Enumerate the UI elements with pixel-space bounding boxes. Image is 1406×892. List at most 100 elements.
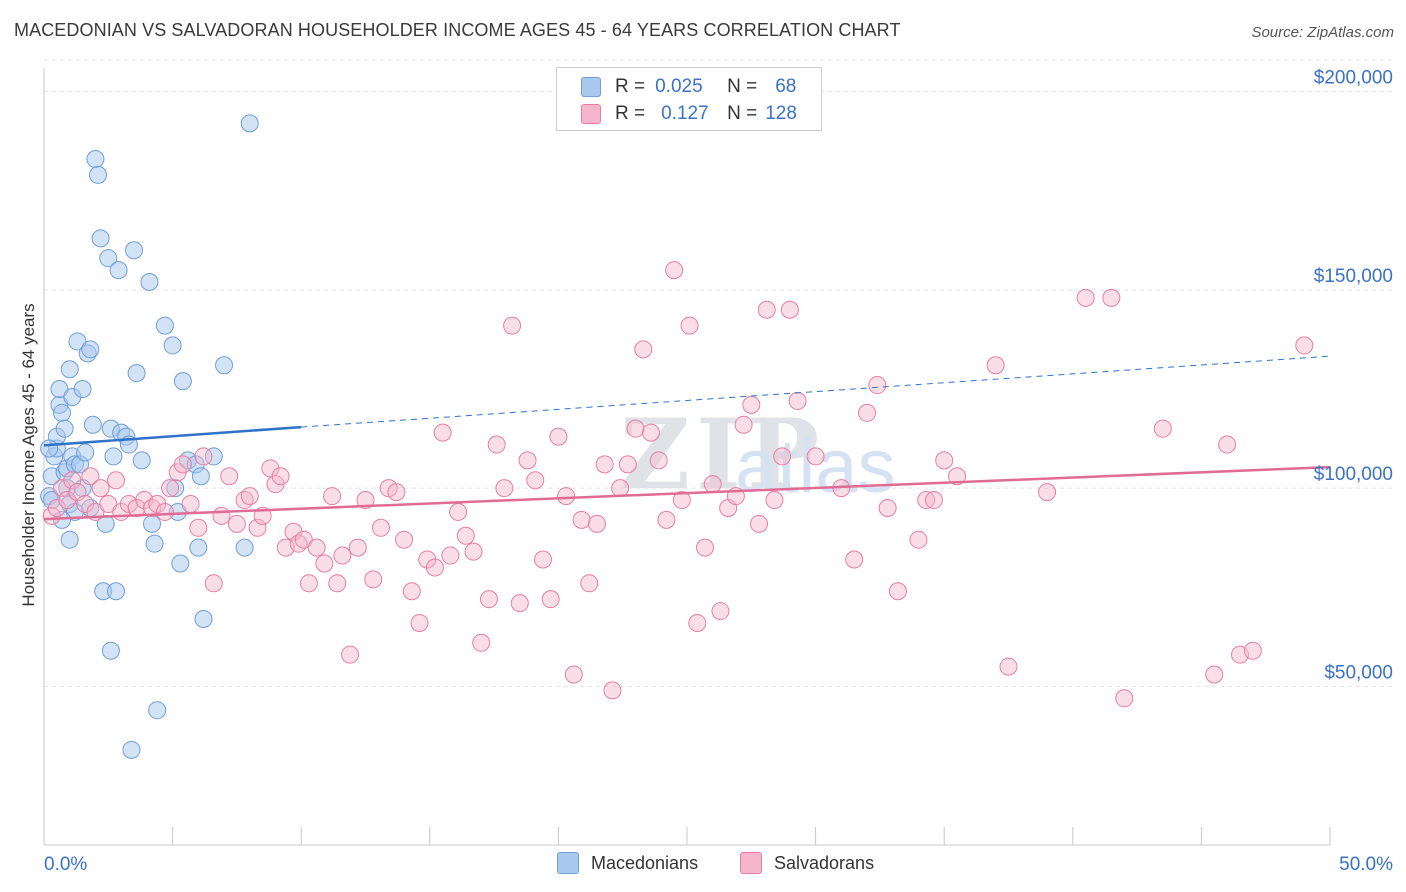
data-point-macedonian: [89, 165, 108, 184]
data-point-salvadoran: [348, 538, 367, 557]
legend-row-macedonians: R = 0.025 N = 68: [581, 75, 796, 99]
data-point-macedonian: [81, 340, 100, 359]
data-point-salvadoran: [806, 447, 825, 466]
data-point-salvadoran: [107, 471, 126, 490]
data-point-salvadoran: [680, 316, 699, 335]
data-point-salvadoran: [161, 479, 180, 498]
data-point-macedonian: [83, 415, 102, 434]
data-point-salvadoran: [1243, 641, 1262, 660]
data-point-macedonian: [60, 530, 79, 549]
legend-label-salvadorans: Salvadorans: [774, 852, 875, 873]
legend-n-value: 68: [775, 76, 797, 97]
data-point-salvadoran: [845, 550, 864, 569]
data-point-salvadoran: [549, 427, 568, 446]
data-point-salvadoran: [294, 530, 313, 549]
data-point-salvadoran: [148, 495, 167, 514]
data-point-salvadoran: [603, 681, 622, 700]
data-point-salvadoran: [618, 455, 637, 474]
data-point-salvadoran: [1115, 689, 1134, 708]
data-point-salvadoran: [917, 491, 936, 510]
data-point-salvadoran: [91, 479, 110, 498]
data-point-macedonian: [127, 364, 146, 383]
data-point-salvadoran: [418, 550, 437, 569]
data-point-salvadoran: [564, 665, 583, 684]
data-point-macedonian: [50, 380, 69, 399]
data-point-macedonian: [194, 609, 213, 628]
data-point-salvadoran: [750, 514, 769, 533]
data-point-salvadoran: [204, 574, 223, 593]
legend-r-value: 0.025: [655, 76, 703, 97]
y-tick-label: $150,000: [1314, 266, 1393, 287]
y-tick-label: $100,000: [1314, 464, 1393, 485]
legend-swatch-blue: [581, 77, 601, 97]
data-point-macedonian: [132, 451, 151, 470]
data-point-salvadoran: [299, 574, 318, 593]
data-point-salvadoran: [1076, 288, 1095, 307]
data-point-salvadoran: [410, 613, 429, 632]
data-point-macedonian: [101, 641, 120, 660]
data-point-salvadoran: [665, 261, 684, 280]
data-point-salvadoran: [181, 495, 200, 514]
data-point-salvadoran: [503, 316, 522, 335]
data-point-salvadoran: [189, 518, 208, 537]
data-point-macedonian: [76, 443, 95, 462]
data-point-macedonian: [55, 419, 74, 438]
data-point-salvadoran: [1295, 336, 1314, 355]
x-tick-label-min: 0.0%: [44, 854, 87, 875]
data-point-salvadoran: [1205, 665, 1224, 684]
data-point-salvadoran: [757, 300, 776, 319]
data-point-salvadoran: [479, 590, 498, 609]
data-point-salvadoran: [657, 510, 676, 529]
data-point-salvadoran: [333, 546, 352, 565]
data-point-macedonian: [235, 538, 254, 557]
data-point-salvadoran: [371, 518, 390, 537]
chart-title: MACEDONIAN VS SALVADORAN HOUSEHOLDER INC…: [14, 20, 901, 40]
data-point-salvadoran: [672, 491, 691, 510]
data-point-macedonian: [148, 701, 167, 720]
data-point-macedonian: [189, 538, 208, 557]
data-point-salvadoran: [356, 491, 375, 510]
data-point-salvadoran: [173, 455, 192, 474]
legend-swatch-macedonians: [557, 852, 579, 874]
data-point-salvadoran: [649, 451, 668, 470]
data-point-salvadoran: [99, 495, 118, 514]
data-point-salvadoran: [986, 356, 1005, 375]
data-point-salvadoran: [780, 300, 799, 319]
data-point-macedonian: [166, 479, 185, 498]
data-point-macedonian: [240, 114, 259, 133]
data-point-salvadoran: [696, 538, 715, 557]
data-point-macedonian: [168, 502, 187, 521]
x-tick-label-max: 50.0%: [1339, 854, 1393, 875]
legend-r-label: R =: [615, 76, 646, 97]
data-point-salvadoran: [742, 395, 761, 414]
data-point-salvadoran: [456, 526, 475, 545]
data-point-salvadoran: [1153, 419, 1172, 438]
data-point-salvadoran: [194, 447, 213, 466]
legend-item-salvadorans: Salvadorans: [740, 852, 874, 874]
trend-line-salvadorans: [43, 465, 1331, 521]
data-point-macedonian: [104, 447, 123, 466]
legend-swatch-pink: [581, 104, 601, 124]
data-point-salvadoran: [464, 542, 483, 561]
data-point-salvadoran: [387, 483, 406, 502]
data-point-salvadoran: [328, 574, 347, 593]
data-point-salvadoran: [878, 498, 897, 517]
data-point-macedonian: [60, 360, 79, 379]
data-point-salvadoran: [788, 391, 807, 410]
source-label: Source: ZipAtlas.com: [1251, 24, 1394, 41]
data-point-salvadoran: [364, 570, 383, 589]
legend-item-macedonians: Macedonians: [557, 852, 698, 874]
data-point-salvadoran: [868, 376, 887, 395]
data-point-salvadoran: [557, 487, 576, 506]
data-point-macedonian: [86, 150, 105, 169]
data-point-macedonian: [173, 372, 192, 391]
data-point-salvadoran: [1102, 288, 1121, 307]
data-point-salvadoran: [495, 479, 514, 498]
legend-n-label: N =: [727, 103, 758, 124]
trend-line-macedonians: [43, 425, 302, 447]
data-point-salvadoran: [1218, 435, 1237, 454]
data-point-macedonian: [215, 356, 234, 375]
gridlines: [44, 59, 1395, 687]
data-point-salvadoran: [587, 514, 606, 533]
data-point-salvadoran: [611, 479, 630, 498]
